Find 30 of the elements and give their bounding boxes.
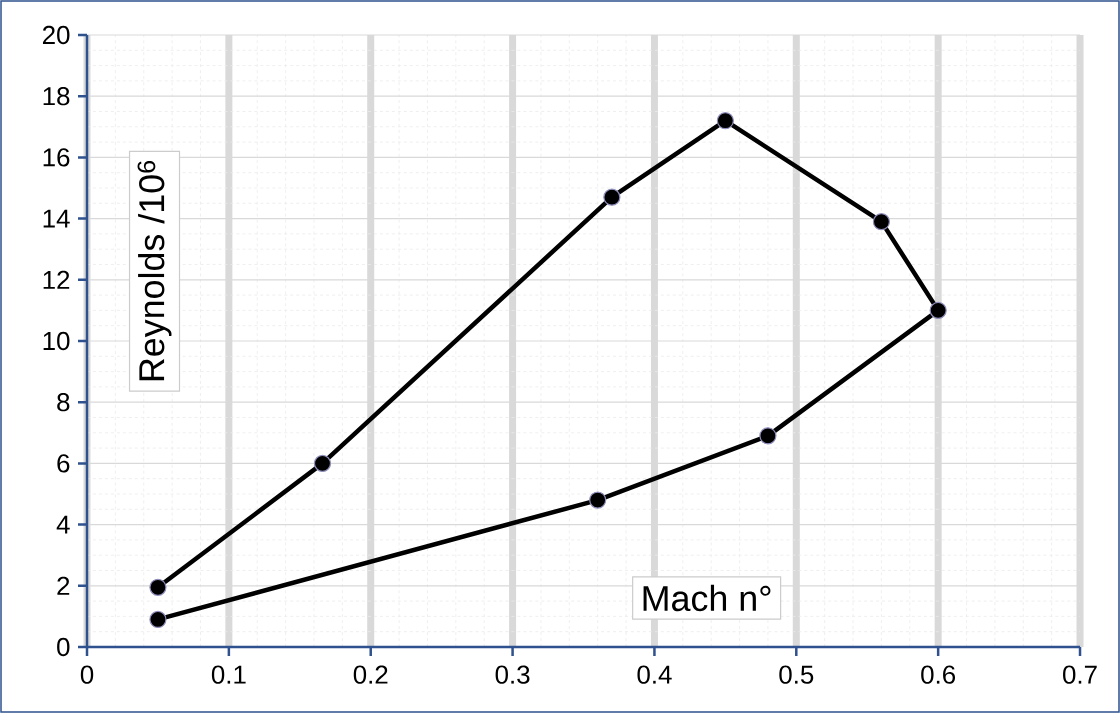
point <box>313 454 332 472</box>
y-tick-label: 20 <box>42 25 70 45</box>
y-tick-label: 0 <box>57 637 70 657</box>
x-tick-label: 0.6 <box>921 665 956 684</box>
y-tick-label: 6 <box>57 454 70 473</box>
y-tick-label: 12 <box>43 270 70 289</box>
point <box>759 427 777 445</box>
y-tick-label: 8 <box>57 393 70 412</box>
y-tick-label: 14 <box>43 209 70 228</box>
x-tick-label: 0.1 <box>211 665 246 684</box>
y-tick-label: 4 <box>56 515 70 534</box>
y-axis-title: Reynolds /10$^{6}$ <box>137 160 172 381</box>
y-tick-label: 10 <box>43 331 70 351</box>
y-tick-label: 16 <box>43 148 70 167</box>
x-tick-label: 0.3 <box>495 665 530 684</box>
x-tick-label: 0 <box>80 665 94 684</box>
point <box>149 578 167 596</box>
x-axis-title: Mach n° <box>643 584 771 612</box>
point <box>716 112 734 130</box>
y-tick-label: 18 <box>43 87 70 106</box>
point <box>929 301 947 319</box>
point <box>603 188 621 206</box>
y-tick-label: 2 <box>57 576 70 595</box>
point <box>872 213 891 231</box>
point <box>149 610 167 629</box>
point <box>589 491 607 509</box>
x-tick-label: 0.2 <box>353 665 388 684</box>
x-tick-label: 0.7 <box>1063 665 1097 684</box>
x-tick-label: 0.4 <box>637 665 672 684</box>
x-tick-label: 0.5 <box>779 665 814 684</box>
